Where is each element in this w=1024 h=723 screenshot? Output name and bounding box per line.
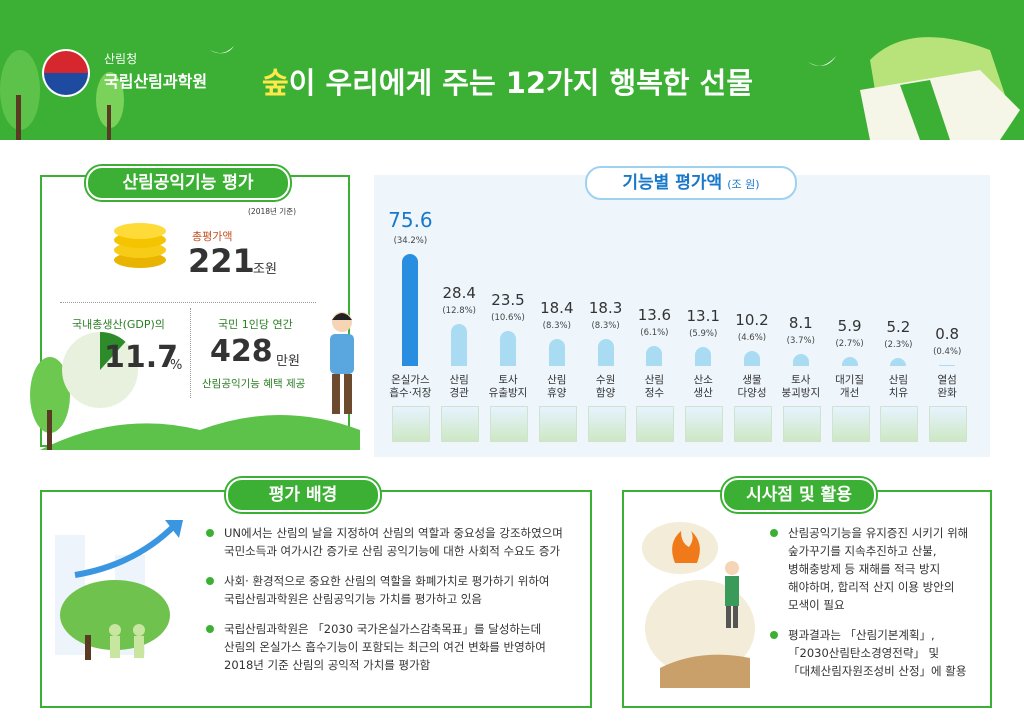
bullet: 국립산림과학원은 「2030 국가온실가스감축목표」를 달성하는데 산림의 온실… [206, 620, 604, 674]
bullet: 평과결과는 「산림기본계획」, 「2030산림탄소경영전략」 및 「대체산림자원… [770, 626, 998, 680]
divider [60, 302, 316, 303]
person [330, 312, 354, 414]
divider [190, 308, 191, 398]
hills [30, 357, 360, 450]
per-capita-unit: 만원 [276, 354, 300, 369]
header-decor [0, 37, 1020, 140]
per-capita-caption: 산림공익기능 혜택 제공 [202, 378, 306, 390]
total-label: 총평가액 [192, 230, 233, 243]
main-title: 숲이 우리에게 주는 12가지 행복한 선물 [262, 60, 753, 102]
header-band: 산림청 국립산림과학원 숲이 우리에게 주는 12가지 행복한 선물 [0, 0, 1024, 140]
total-value: 221 [188, 242, 255, 280]
bullet: UN에서는 산림의 날을 지정하여 산림의 역할과 중요성을 강조하였으며 국민… [206, 524, 604, 560]
implications-title: 시사점 및 활용 [722, 478, 876, 512]
note: (2018년 기준) [248, 207, 297, 216]
chart-title: 기능별 평가액 [622, 173, 723, 193]
agency: 산림청 [104, 52, 138, 66]
implications-illustration [642, 522, 755, 688]
chart-unit: (조 원) [727, 178, 760, 191]
bullet: 사회· 환경적으로 중요한 산림의 역할을 화폐가치로 평가하기 위하여 국립산… [206, 572, 604, 608]
gdp-value: 11.7 [104, 340, 179, 375]
per-capita-value: 428 [210, 334, 273, 369]
chart-heading: 기능별 평가액 (조 원) [585, 166, 797, 200]
summary-title: 산림공익기능 평가 [86, 166, 290, 200]
institute: 국립산림과학원 [104, 72, 208, 91]
background-title: 평가 배경 [226, 478, 380, 512]
coins [114, 223, 166, 268]
bullet: 산림공익기능을 유지증진 시키기 위해 숲가꾸기를 지속추진하고 산불, 병해충… [770, 524, 998, 614]
background-illustration [55, 520, 183, 660]
per-capita-label: 국민 1인당 연간 [218, 318, 293, 331]
gdp-label: 국내총생산(GDP)의 [72, 318, 165, 331]
gdp-unit: % [170, 358, 183, 373]
gdp-wedge [100, 332, 126, 370]
chart-panel [374, 175, 990, 457]
title-rest: 이 우리에게 주는 12가지 행복한 선물 [288, 66, 754, 100]
gdp-pie [62, 332, 138, 408]
title-highlight: 숲 [262, 66, 289, 100]
total-unit: 조원 [253, 262, 277, 277]
